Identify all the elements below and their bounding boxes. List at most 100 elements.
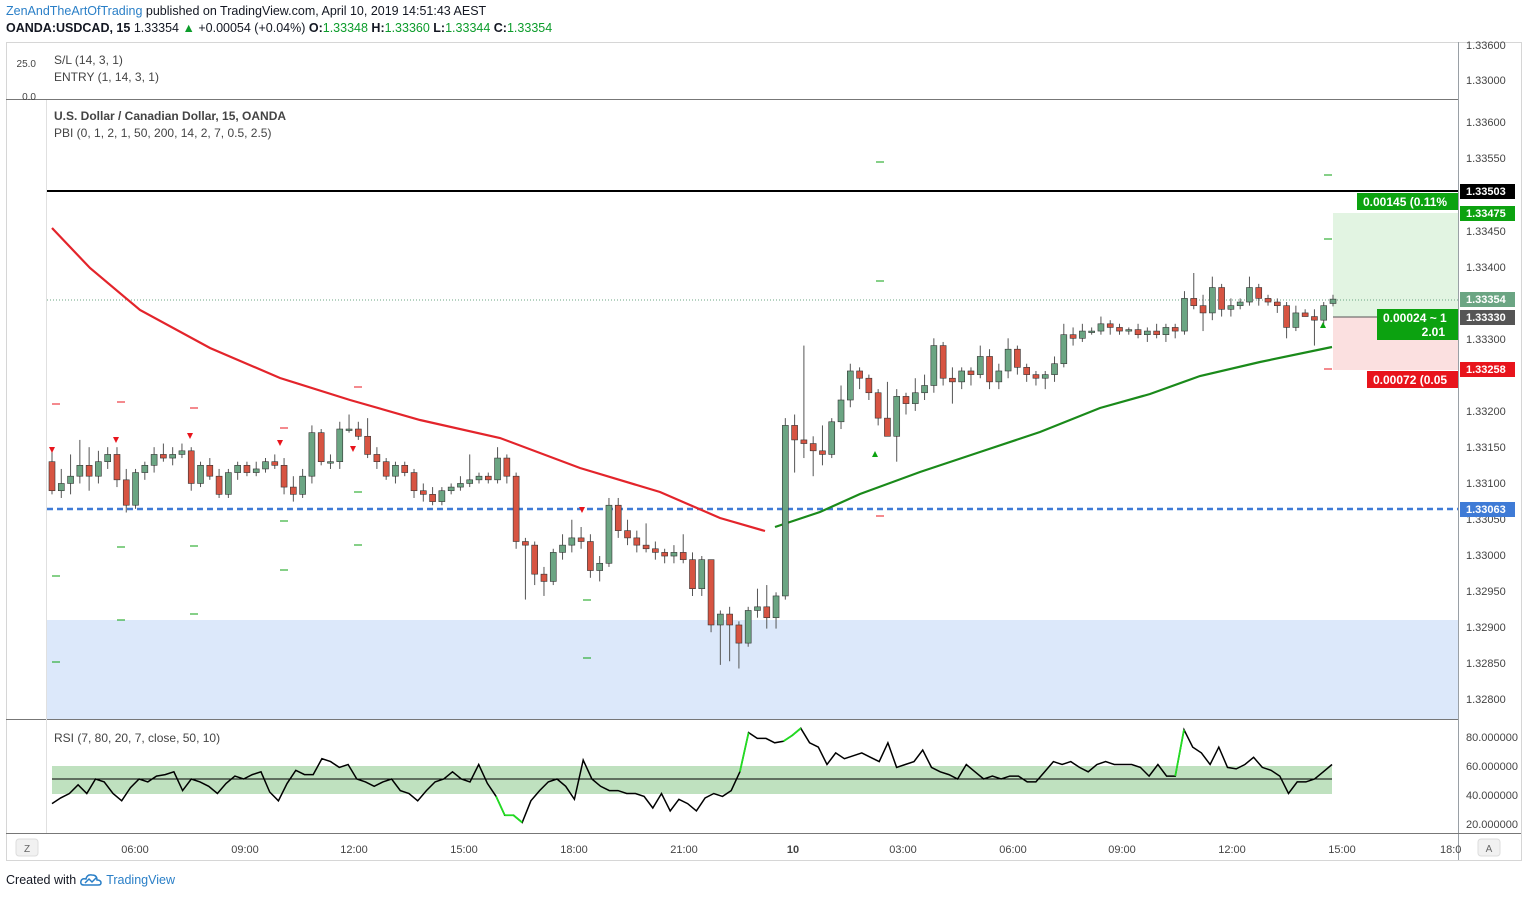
- rsi-polyline: [51, 727, 1333, 824]
- candle-body: [976, 356, 984, 375]
- open-label: O:: [308, 21, 323, 35]
- candle-body: [967, 370, 975, 375]
- candle: [967, 367, 975, 386]
- support-tag-text: 1.33063: [1466, 504, 1506, 516]
- candle-body: [373, 454, 381, 462]
- candle-body: [429, 494, 436, 502]
- candle: [976, 345, 984, 379]
- candle: [429, 487, 436, 506]
- high-value: 1.33360: [384, 21, 430, 35]
- time-label-0900: 09:00: [231, 844, 259, 856]
- candle-body: [512, 475, 520, 542]
- candle-body: [986, 356, 993, 383]
- candle: [1032, 370, 1040, 386]
- candle: [939, 341, 947, 386]
- candle-body: [921, 385, 928, 394]
- candle: [1106, 320, 1114, 335]
- candle: [85, 447, 93, 491]
- candle-body: [1032, 374, 1040, 379]
- candle-body: [178, 450, 186, 455]
- candle-body: [902, 396, 910, 404]
- candle-body: [995, 370, 1003, 383]
- rsi-extreme-segment: [495, 796, 506, 816]
- target-label-box: [1357, 193, 1458, 210]
- demand-zone: [47, 620, 1458, 719]
- auto-scale-button[interactable]: [1477, 838, 1501, 857]
- entry-tag: [1460, 310, 1515, 325]
- candle: [225, 468, 232, 498]
- candle: [1274, 298, 1281, 313]
- candle-body: [893, 396, 901, 437]
- candle-body: [568, 537, 576, 546]
- tradingview-cloud-icon: [80, 874, 102, 886]
- candle-body: [819, 450, 826, 455]
- candle-body: [104, 454, 111, 462]
- candle: [874, 389, 882, 426]
- time-label-1500: 15:00: [450, 844, 478, 856]
- candle: [772, 592, 780, 629]
- candle-body: [150, 454, 158, 466]
- candle-body: [447, 486, 455, 492]
- candle-body: [1329, 298, 1337, 304]
- sell-signal-icon: [187, 433, 193, 439]
- entry-tag-text: 1.33330: [1466, 312, 1506, 324]
- candle: [1097, 316, 1105, 335]
- candle-body: [48, 461, 56, 492]
- time-label-1800b: 18:0: [1440, 844, 1461, 856]
- candle-body: [364, 435, 371, 455]
- price-label-1.32800: 1.32800: [1466, 694, 1506, 706]
- candle-body: [67, 475, 74, 484]
- candle-body: [642, 544, 650, 550]
- candle-body: [884, 417, 891, 437]
- candle-body: [911, 392, 919, 404]
- candle-body: [503, 457, 511, 477]
- candle: [1116, 323, 1123, 335]
- support-tag: [1460, 502, 1515, 517]
- time-axis[interactable]: 06:00 09:00 12:00 15:00 18:00 21:00 10 0…: [15, 838, 1501, 857]
- candle: [76, 439, 84, 484]
- candle: [717, 610, 724, 665]
- candle-body: [1227, 305, 1235, 310]
- candle: [1264, 294, 1272, 306]
- candle: [364, 418, 371, 459]
- tradingview-brand-link[interactable]: TradingView: [106, 873, 175, 887]
- author-link[interactable]: ZenAndTheArtOfTrading: [6, 4, 143, 18]
- sell-signal-icon: [277, 440, 283, 446]
- candle: [577, 526, 585, 549]
- candle-body: [1153, 330, 1160, 335]
- candle-body: [763, 606, 771, 619]
- price-scale[interactable]: 1.33600 1.33000 1.33600 1.33550 1.33450 …: [1460, 40, 1515, 706]
- candle-body: [355, 428, 362, 437]
- candle-body: [122, 479, 130, 506]
- candle-body: [317, 432, 325, 462]
- time-label-day10: 10: [787, 844, 799, 856]
- candle-body: [1283, 305, 1290, 328]
- candle: [382, 458, 390, 480]
- zoom-button[interactable]: [15, 838, 39, 857]
- ratio-label-line1: 0.00024 ~ 1: [1383, 311, 1447, 325]
- sell-signal-icon: [113, 437, 119, 443]
- candle-body: [791, 425, 798, 441]
- candle: [1181, 291, 1188, 335]
- candle: [1320, 302, 1328, 324]
- candle: [568, 519, 576, 553]
- rsi-extreme-segment: [739, 732, 750, 772]
- candle: [1218, 283, 1225, 317]
- candle: [438, 487, 446, 506]
- candle-body: [1162, 327, 1170, 335]
- top-pane-scale-25: 25.0: [17, 59, 37, 70]
- candle: [1125, 327, 1133, 335]
- up-arrow-icon: ▲: [182, 21, 195, 35]
- candle: [1171, 323, 1179, 339]
- buy-signal-icon: [872, 451, 878, 457]
- candle: [206, 458, 214, 480]
- candle: [837, 385, 845, 430]
- candle-body: [345, 428, 353, 431]
- candle: [809, 436, 817, 477]
- candle-body: [717, 613, 724, 626]
- candle: [252, 461, 260, 477]
- candle: [160, 443, 167, 462]
- candle-body: [772, 595, 780, 619]
- candle-body: [1209, 287, 1216, 314]
